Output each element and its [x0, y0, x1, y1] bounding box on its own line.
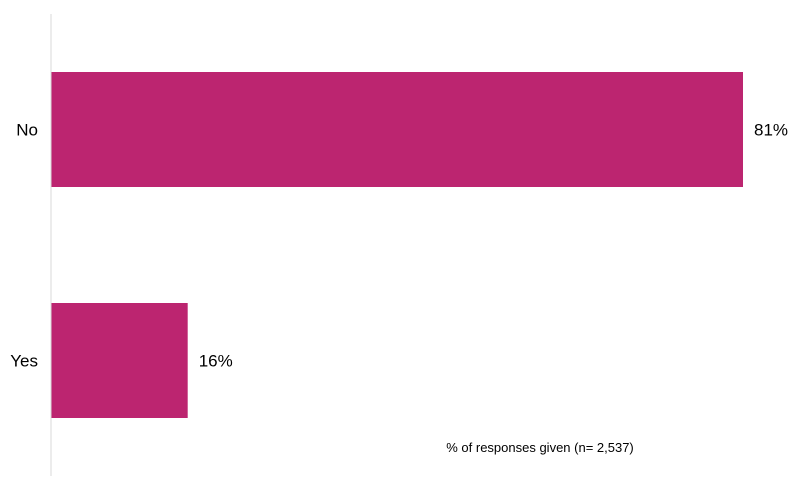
value-label-no: 81%: [754, 121, 788, 140]
x-axis-label: % of responses given (n= 2,537): [446, 440, 634, 455]
bars-layer: [51, 72, 743, 418]
value-label-yes: 16%: [199, 352, 233, 371]
category-label-no: No: [16, 121, 38, 140]
labels-layer: No 81% Yes 16%: [10, 121, 788, 371]
category-label-yes: Yes: [10, 352, 38, 371]
bar-yes: [51, 303, 188, 418]
bar-no: [51, 72, 743, 187]
